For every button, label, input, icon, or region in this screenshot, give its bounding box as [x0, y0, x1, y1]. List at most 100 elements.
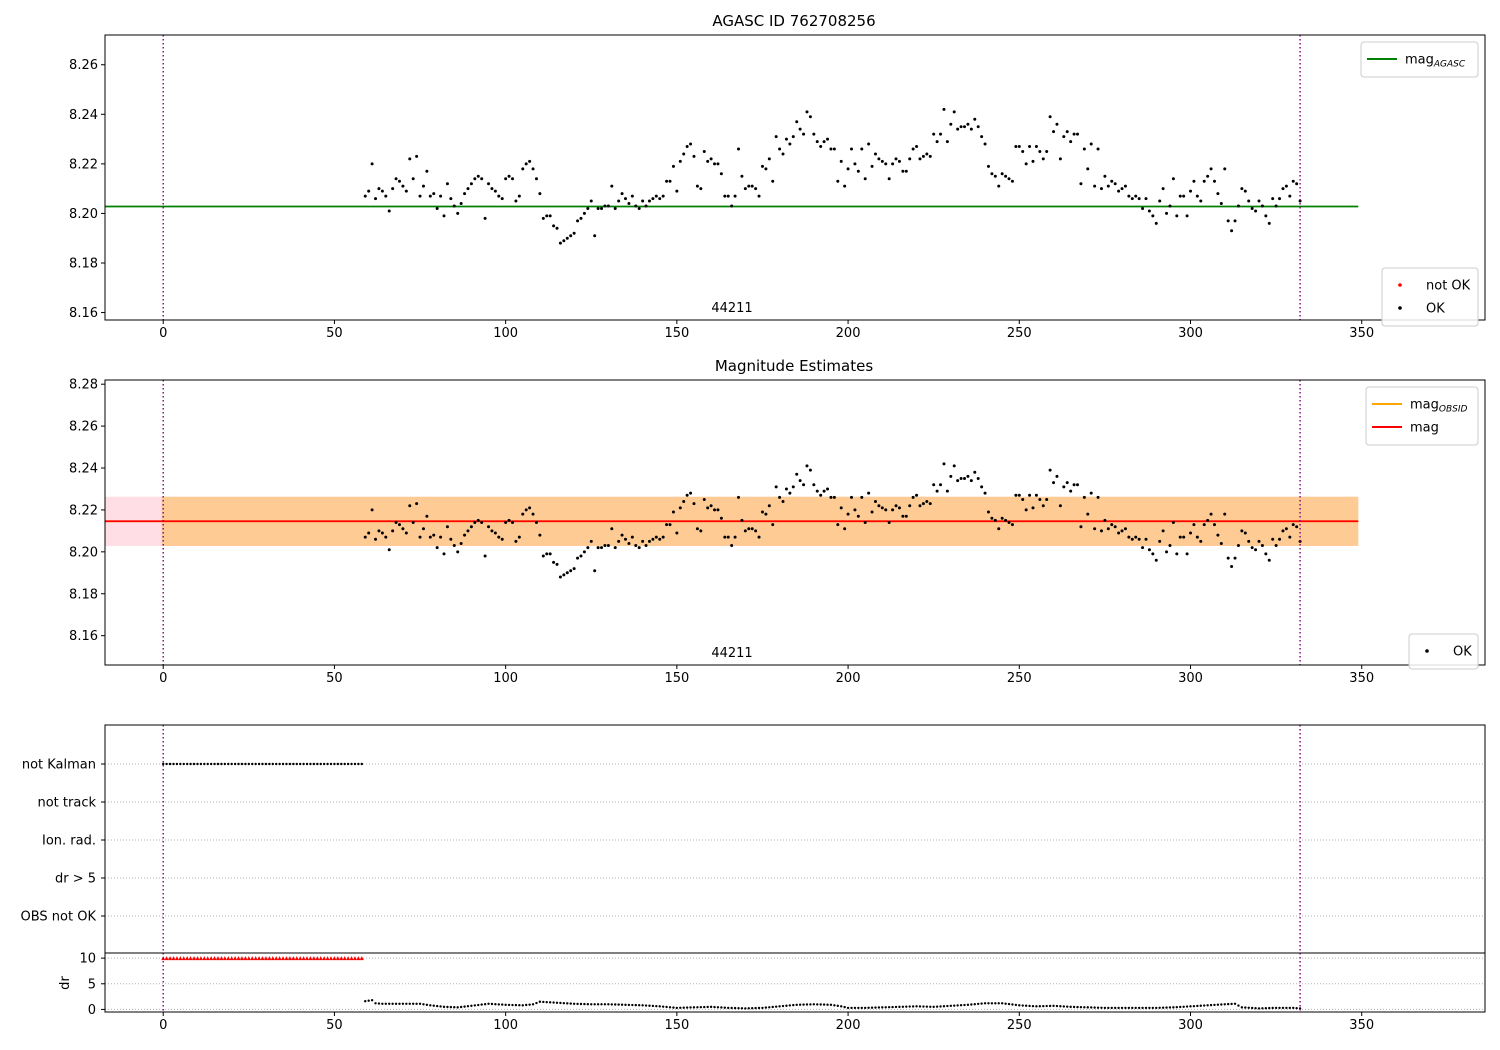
- ok-data-point: [826, 137, 830, 141]
- ok-data-point: [993, 518, 997, 522]
- dr-point: [908, 1005, 911, 1008]
- dr-point: [1223, 1003, 1226, 1006]
- dr-point: [966, 1003, 970, 1007]
- dr-point: [901, 1005, 905, 1008]
- ok-data-point: [637, 206, 641, 210]
- flag-point: [319, 762, 322, 766]
- dr-point: [435, 1004, 439, 1008]
- ok-data-point: [774, 485, 778, 489]
- x-tick-label: 200: [836, 1018, 861, 1033]
- ok-data-point: [555, 226, 559, 230]
- flag-point: [237, 762, 240, 766]
- dr-point: [819, 1003, 822, 1006]
- dr-point: [720, 1006, 723, 1009]
- ok-data-point: [1281, 187, 1285, 191]
- ok-data-point: [1230, 565, 1234, 569]
- ok-data-point: [1103, 518, 1107, 522]
- ok-data-point: [1089, 142, 1093, 146]
- ok-data-point: [1165, 211, 1169, 215]
- ok-data-point: [377, 529, 381, 533]
- dr-plot-area: 0 50 100 150 200 250 300 350 0 5 10: [79, 952, 1486, 1033]
- dr-clipped-marker: [291, 956, 296, 961]
- ok-data-point: [997, 184, 1001, 188]
- ok-data-point: [1079, 182, 1083, 186]
- dr-point: [1237, 1004, 1240, 1007]
- ok-data-point: [589, 199, 593, 203]
- dr-point: [538, 1000, 542, 1003]
- dr-point: [956, 1004, 959, 1007]
- ok-data-point: [1178, 535, 1182, 539]
- dr-point: [1292, 1006, 1295, 1010]
- dr-clipped-marker: [342, 956, 347, 961]
- dr-point: [973, 1003, 976, 1006]
- dr-clipped-marker: [195, 956, 200, 961]
- ok-data-point: [552, 224, 556, 228]
- dr-point: [545, 1000, 548, 1004]
- ok-data-point: [483, 554, 487, 558]
- dr-point: [1103, 1006, 1107, 1010]
- ok-data-point: [1106, 527, 1110, 531]
- ok-data-point: [1209, 512, 1213, 516]
- dr-point: [524, 1003, 528, 1007]
- y-tick-label: 8.20: [69, 207, 98, 222]
- dr-point: [480, 1003, 483, 1006]
- ok-data-point: [1113, 182, 1117, 186]
- dr-point: [911, 1005, 915, 1008]
- ok-data-point: [891, 162, 895, 166]
- ok-data-point: [945, 489, 949, 493]
- ok-data-point: [1226, 219, 1230, 223]
- dr-point: [449, 1005, 453, 1009]
- ok-data-point: [795, 472, 799, 476]
- ok-data-point: [1281, 529, 1285, 533]
- ok-data-point: [1099, 529, 1103, 533]
- dr-point: [898, 1005, 901, 1009]
- flag-point: [220, 762, 223, 766]
- ok-data-point: [623, 537, 627, 541]
- ok-data-point: [623, 197, 627, 201]
- ok-data-point: [1123, 184, 1127, 188]
- legend-ok: OK: [1408, 633, 1479, 670]
- dr-point: [364, 1000, 367, 1003]
- ok-data-point: [507, 174, 511, 178]
- ok-data-point: [1209, 167, 1213, 171]
- dr-clipped-marker: [246, 956, 251, 961]
- flag-point: [196, 762, 199, 766]
- ok-data-point: [1223, 167, 1227, 171]
- dr-point: [874, 1006, 877, 1009]
- ok-data-point: [873, 500, 877, 504]
- dr-point: [682, 1006, 685, 1009]
- ok-data-point: [1010, 523, 1014, 527]
- dr-point: [1018, 1004, 1021, 1007]
- dr-point: [1278, 1006, 1281, 1010]
- ok-data-point: [1099, 187, 1103, 191]
- flag-point: [185, 762, 189, 766]
- ok-data-point: [1028, 493, 1032, 497]
- dr-point: [504, 1003, 507, 1007]
- flag-point: [268, 762, 271, 766]
- ok-data-point: [1288, 194, 1292, 198]
- ok-data-point: [877, 157, 881, 161]
- ok-data-point: [1212, 179, 1216, 183]
- dr-point: [631, 1003, 634, 1007]
- ok-data-point: [915, 145, 919, 149]
- ok-data-point: [1055, 474, 1059, 478]
- dr-point: [401, 1002, 405, 1005]
- ok-data-point: [976, 476, 980, 480]
- ok-data-point: [1072, 132, 1076, 136]
- ok-data-point: [435, 546, 439, 550]
- dr-point: [771, 1005, 774, 1009]
- dr-clipped-marker: [250, 956, 255, 961]
- ok-data-point: [791, 135, 795, 139]
- ok-data-point: [802, 132, 806, 136]
- ok-data-point: [771, 179, 775, 183]
- ok-data-point: [1158, 199, 1162, 203]
- ok-data-point: [545, 214, 549, 218]
- flag-point: [275, 762, 278, 766]
- ok-data-point: [606, 544, 610, 548]
- ok-data-point: [956, 479, 960, 483]
- ok-data-point: [401, 184, 405, 188]
- dr-clipped-marker: [349, 956, 354, 961]
- ok-data-point: [1038, 497, 1042, 501]
- dr-point: [1024, 1004, 1028, 1007]
